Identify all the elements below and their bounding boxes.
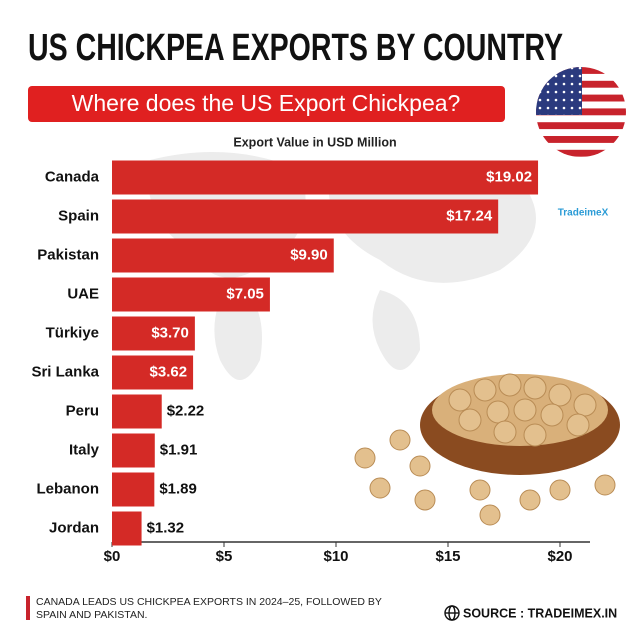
bar — [112, 199, 499, 234]
chart-subtitle: Where does the US Export Chickpea? — [72, 90, 461, 116]
bar — [112, 238, 334, 273]
bar — [112, 472, 155, 507]
chickpea-bowl — [354, 373, 620, 526]
chart-title: US CHICKPEA EXPORTS BY COUNTRY — [28, 27, 563, 69]
value-label: $1.89 — [159, 480, 197, 497]
value-label: $3.70 — [151, 324, 189, 341]
value-label: $17.24 — [446, 207, 493, 224]
footnote: CANADA LEADS US CHICKPEA EXPORTS IN 2024… — [36, 596, 382, 621]
bar — [112, 511, 142, 546]
bar — [112, 394, 162, 429]
y-tick-label: Jordan — [49, 519, 99, 536]
x-axis-title: Export Value in USD Million — [233, 135, 396, 149]
y-tick-label: UAE — [67, 285, 99, 302]
value-label: $7.05 — [226, 285, 264, 302]
x-tick-label: $20 — [547, 548, 572, 565]
bar — [112, 355, 194, 390]
value-label: $3.62 — [150, 363, 188, 380]
y-tick-label: Türkiye — [46, 324, 99, 341]
x-tick-label: $10 — [323, 548, 348, 565]
x-tick-label: $5 — [216, 548, 233, 565]
y-tick-label: Canada — [45, 168, 100, 185]
bar — [112, 277, 270, 312]
x-tick-label: $0 — [104, 548, 121, 565]
globe-icon — [444, 605, 460, 621]
us-flag — [536, 67, 626, 157]
y-tick-label: Pakistan — [37, 246, 99, 263]
bar — [112, 160, 539, 195]
bar — [112, 433, 155, 468]
footnote-bar — [26, 596, 30, 620]
source: SOURCE : TRADEIMEX.IN — [463, 606, 617, 620]
value-label: $1.91 — [160, 441, 198, 458]
value-label: $1.32 — [147, 519, 185, 536]
y-tick-label: Spain — [58, 207, 99, 224]
y-tick-label: Italy — [69, 441, 100, 458]
x-tick-label: $15 — [435, 548, 460, 565]
watermark: TradeimeX — [558, 208, 609, 219]
y-tick-label: Peru — [66, 402, 99, 419]
y-tick-label: Sri Lanka — [31, 363, 99, 380]
value-label: $19.02 — [486, 168, 532, 185]
y-tick-label: Lebanon — [37, 480, 100, 497]
value-label: $2.22 — [167, 402, 205, 419]
value-label: $9.90 — [290, 246, 328, 263]
subtitle-banner — [28, 86, 505, 122]
bar — [112, 316, 195, 351]
